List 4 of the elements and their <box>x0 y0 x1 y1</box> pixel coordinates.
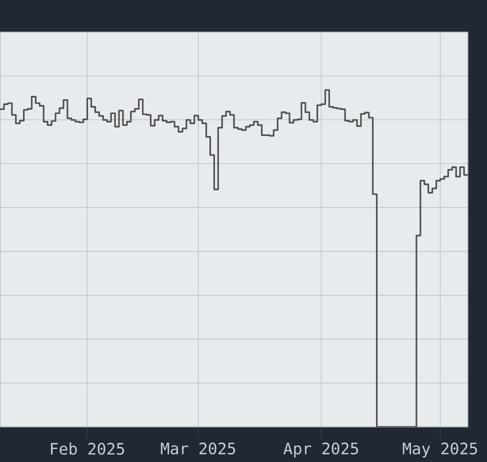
x-tick-label: Apr 2025 <box>283 442 358 458</box>
x-tick-label: Feb 2025 <box>51 442 124 455</box>
x-tick-label: May 2025 <box>402 442 478 458</box>
x-tick-label: Mar 2025 <box>160 442 236 454</box>
